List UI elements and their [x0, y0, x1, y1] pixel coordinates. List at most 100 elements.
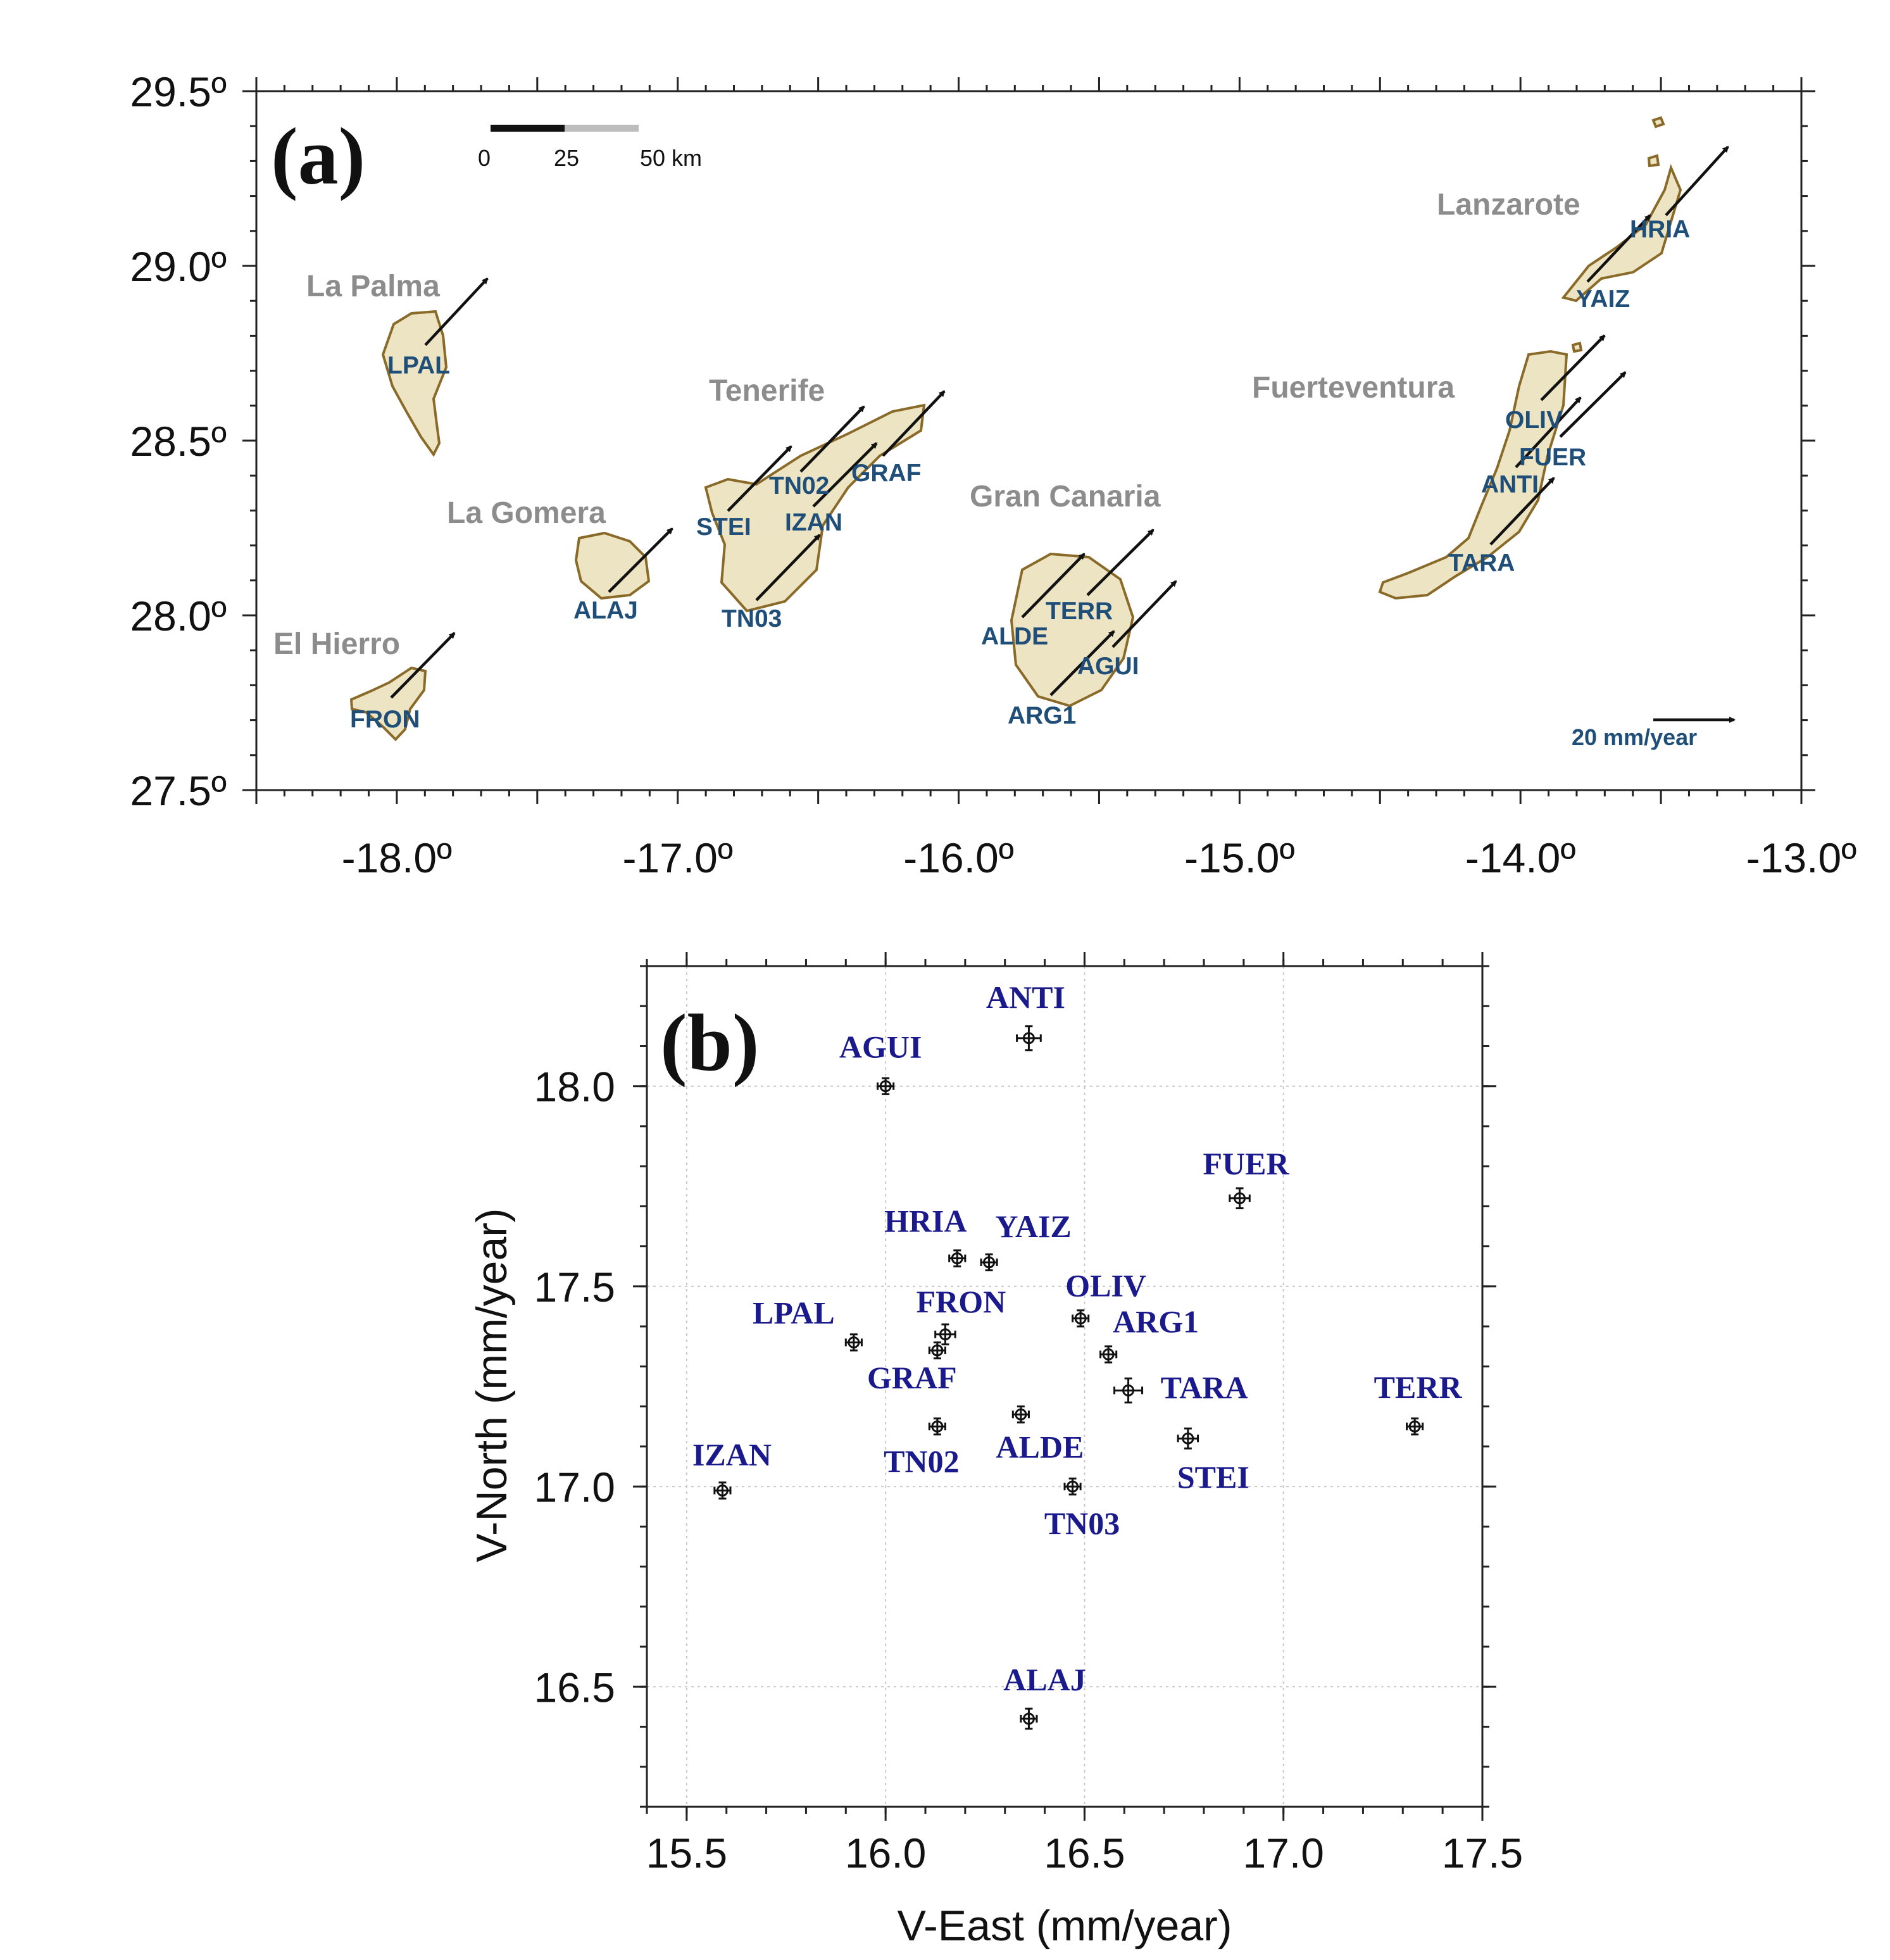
map-scale-bar: 0 25 50 km: [478, 125, 702, 171]
point-marker: [1408, 1420, 1421, 1433]
point-marker: [931, 1420, 944, 1433]
station-label-arg1: ARG1: [1008, 702, 1076, 729]
point-label-arg1: ARG1: [1113, 1304, 1199, 1339]
map-y-tick-label: 28.0º: [130, 593, 227, 639]
x-tick-label: 16.5: [1044, 1830, 1125, 1876]
point-alde: [1011, 1405, 1030, 1424]
map-x-tick-label: -17.0º: [622, 834, 733, 881]
velocity-arrow-tara: [1489, 477, 1555, 546]
velocity-arrow-stei: [727, 445, 792, 512]
velocity-arrow-fuer: [1559, 371, 1627, 438]
island-label-el-hierro: El Hierro: [273, 627, 400, 661]
point-marker: [983, 1256, 996, 1269]
map-axes: -18.0º -17.0º -16.0º -15.0º -14.0º -13.0º 29.5…: [130, 68, 1856, 881]
x-tick-label: 17.0: [1242, 1830, 1324, 1876]
station-label-fron: FRON: [350, 706, 420, 733]
point-marker: [931, 1344, 944, 1357]
point-izan: [713, 1481, 732, 1500]
point-label-alde: ALDE: [996, 1429, 1084, 1464]
tenerife-island: [704, 403, 926, 613]
velocity-reference: 20 mm/year: [1572, 717, 1736, 750]
point-fron: [934, 1323, 956, 1346]
point-label-tn02: TN02: [884, 1443, 959, 1479]
point-marker: [1122, 1384, 1135, 1397]
point-graf: [928, 1341, 946, 1360]
scatter-frame: [646, 965, 1484, 1808]
map-x-tick-label: -15.0º: [1184, 834, 1295, 881]
island-labels: La Palma El Hierro La Gomera Tenerife Gr…: [273, 188, 1580, 661]
scatter-point-labels: ANTI AGUI FUER HRIA YAIZ OLIV LPAL FRON ARG1 GRAF…: [692, 979, 1463, 1697]
scale-label-25: 25: [554, 145, 579, 171]
scale-bar-black-segment: [491, 125, 565, 132]
point-lpal: [844, 1333, 863, 1352]
station-label-stei: STEI: [696, 513, 751, 541]
point-marker: [1074, 1312, 1087, 1324]
velocity-arrow-alaj: [608, 527, 673, 593]
velocity-arrow-tn02: [799, 405, 865, 473]
scatter-axes: 15.5 16.0 16.5 17.0 17.5 16.5 17.0 17.5 18.0: [534, 952, 1523, 1876]
station-labels-map: LPAL FRON ALAJ STEI TN02 GRAF IZAN TN03 …: [350, 216, 1690, 733]
point-marker: [1102, 1348, 1115, 1360]
station-label-fuer: FUER: [1519, 444, 1586, 471]
point-marker: [716, 1484, 729, 1497]
panel-label-a: (a): [271, 111, 365, 201]
scale-bar-grey-segment: [565, 125, 639, 132]
velocity-arrow-arg1: [1049, 630, 1115, 696]
velocity-arrow-terr: [1086, 529, 1155, 596]
velocity-arrow-oliv: [1540, 334, 1606, 401]
map-x-tick-label: -13.0º: [1746, 834, 1857, 881]
point-alaj: [1020, 1707, 1038, 1730]
velocity-arrow-tn03: [755, 534, 821, 601]
velocity-arrow-fron: [390, 632, 456, 699]
point-label-tara: TARA: [1161, 1369, 1248, 1405]
y-tick-label: 18.0: [534, 1064, 615, 1110]
map-x-tick-label: -14.0º: [1465, 834, 1576, 881]
map-y-tick-label: 27.5º: [130, 767, 227, 814]
velocity-arrow-graf: [882, 390, 946, 457]
point-anti: [1016, 1025, 1042, 1052]
point-label-hria: HRIA: [884, 1203, 967, 1239]
station-label-tara: TARA: [1448, 550, 1515, 577]
station-label-anti: ANTI: [1481, 471, 1539, 498]
panel-label-b: (b): [660, 998, 759, 1088]
point-tn02: [928, 1417, 946, 1436]
point-agui: [877, 1077, 895, 1095]
point-marker: [1022, 1032, 1035, 1045]
island-label-fuerteventura: Fuerteventura: [1252, 371, 1455, 405]
y-axis-title: V-North (mm/year): [468, 1208, 516, 1562]
point-label-stei: STEI: [1177, 1459, 1249, 1495]
station-label-agui: AGUI: [1077, 653, 1139, 680]
velocity-arrow-hria: [1665, 146, 1729, 217]
island-label-gran-canaria: Gran Canaria: [970, 480, 1161, 513]
lanzarote-island: [1561, 164, 1682, 303]
la-gomera-island: [574, 531, 651, 600]
station-label-lpal: LPAL: [387, 352, 450, 379]
map-y-tick-label: 29.5º: [130, 68, 227, 115]
el-hierro-island: [349, 666, 427, 741]
point-label-agui: AGUI: [839, 1029, 922, 1065]
map-islands: [349, 116, 1682, 741]
island-label-tenerife: Tenerife: [709, 374, 825, 408]
point-marker: [1015, 1408, 1027, 1421]
point-label-terr: TERR: [1374, 1369, 1463, 1405]
alegranza-islet: [1651, 116, 1665, 129]
velocity-arrow-anti: [1515, 396, 1582, 468]
point-label-alaj: ALAJ: [1003, 1662, 1086, 1697]
y-tick-label: 17.0: [534, 1464, 615, 1511]
velocity-arrow-agui: [1111, 580, 1177, 648]
point-terr: [1406, 1417, 1424, 1436]
map-x-tick-label: -16.0º: [903, 834, 1014, 881]
point-hria: [948, 1249, 967, 1267]
la-palma-island: [381, 310, 448, 457]
point-oliv: [1072, 1309, 1090, 1328]
x-tick-label: 15.5: [646, 1830, 727, 1876]
point-label-lpal: LPAL: [753, 1295, 835, 1330]
point-label-tn03: TN03: [1044, 1505, 1120, 1541]
point-marker: [1234, 1192, 1246, 1205]
y-tick-label: 16.5: [534, 1664, 615, 1711]
panel-a-map: La Palma El Hierro La Gomera Tenerife Gr…: [130, 68, 1856, 881]
point-marker: [879, 1080, 892, 1093]
point-marker: [1067, 1480, 1079, 1493]
scale-label-50km: 50 km: [640, 145, 702, 171]
map-y-tick-label: 29.0º: [130, 243, 227, 290]
